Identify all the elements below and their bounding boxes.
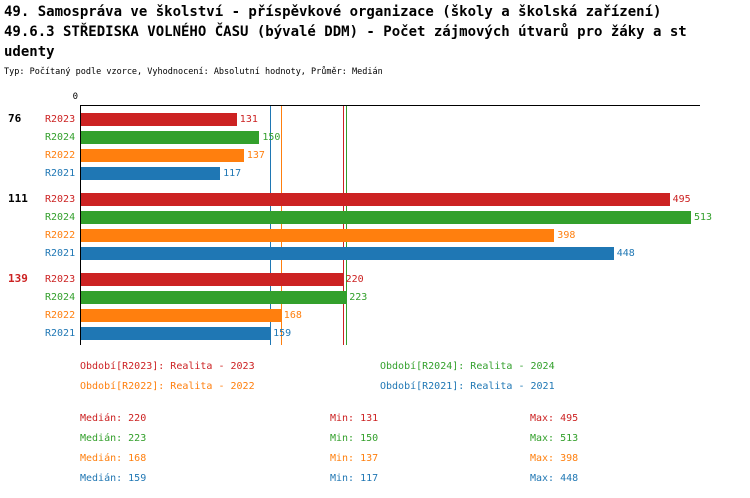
series-label: R2021 — [45, 167, 76, 179]
legend-item-r2023: Období[R2023]: Realita - 2023 — [80, 361, 255, 372]
stats-table: Medián: 220 Min: 131 Max: 495 Medián: 223 Mi… — [80, 413, 720, 485]
bar-value: 398 — [557, 229, 576, 241]
legend-item-r2024: Období[R2024]: Realita - 2024 — [380, 361, 555, 372]
series-label: R2022 — [45, 309, 76, 321]
bar-value: 137 — [246, 149, 265, 161]
stat-max-r2023: Max: 495 — [530, 413, 579, 424]
bar-value: 150 — [262, 131, 281, 143]
series-label: R2023 — [45, 193, 76, 205]
bar-row: R2021 117 — [45, 164, 700, 182]
stat-max-r2024: Max: 513 — [530, 433, 579, 444]
bar-row: R2024 223 — [45, 288, 700, 306]
bar-group: 111 R2023 495 R2024 513 R2022 398 R2021 448 — [8, 190, 712, 262]
median-line-r2023 — [342, 106, 344, 345]
bar-row: R2021 448 — [45, 244, 700, 262]
bar-r2024 — [81, 130, 260, 144]
bar-value: 117 — [223, 167, 242, 179]
chart-title-line3: udenty — [4, 44, 55, 60]
stat-max-r2021: Max: 448 — [530, 473, 579, 484]
bar-value: 513 — [694, 211, 713, 223]
bar-row: R2021 159 — [45, 324, 700, 342]
chart-subtitle: Typ: Počítaný podle vzorce, Vyhodnocení:… — [4, 67, 383, 77]
stat-min-r2022: Min: 137 — [330, 453, 379, 464]
stat-median-r2023: Medián: 220 — [80, 413, 147, 424]
chart-title-line2: 49.6.3 STŘEDISKA VOLNÉHO ČASU (bývalé DD… — [4, 24, 687, 40]
chart-title-line1: 49. Samospráva ve školství - příspěvkové… — [4, 4, 662, 20]
series-label: R2021 — [45, 327, 76, 339]
stat-min-r2021: Min: 117 — [330, 473, 379, 484]
series-label: R2024 — [45, 291, 76, 303]
bar-r2023 — [81, 112, 237, 126]
series-label: R2022 — [45, 149, 76, 161]
series-label: R2023 — [45, 113, 76, 125]
bar-r2023 — [81, 272, 343, 286]
bar-r2023 — [81, 192, 670, 206]
bar-row: R2022 398 — [45, 226, 700, 244]
bar-row: R2024 513 — [45, 208, 712, 226]
bar-r2024 — [81, 210, 691, 224]
median-line-r2024 — [346, 106, 348, 345]
legend-item-r2021: Období[R2021]: Realita - 2021 — [380, 381, 555, 392]
bar-value: 168 — [283, 309, 302, 321]
series-label: R2024 — [45, 211, 76, 223]
stat-max-r2022: Max: 398 — [530, 453, 579, 464]
bar-value: 223 — [349, 291, 368, 303]
group-label: 139 — [8, 272, 28, 285]
bar-row: R2023 495 — [45, 190, 700, 208]
stat-min-r2024: Min: 150 — [330, 433, 379, 444]
group-label: 76 — [8, 112, 22, 125]
bar-value: 495 — [672, 193, 691, 205]
bar-r2021 — [81, 166, 221, 180]
legend: Období[R2023]: Realita - 2023 Období[R202… — [80, 361, 720, 393]
group-label: 111 — [8, 192, 28, 205]
bar-value: 159 — [273, 327, 292, 339]
stat-median-r2022: Medián: 168 — [80, 453, 147, 464]
bar-group: 139 R2023 220 R2024 223 R2022 168 R2021 159 — [8, 270, 700, 342]
bar-r2022 — [81, 228, 555, 242]
bar-row: R2023 220 — [45, 270, 700, 288]
stat-min-r2023: Min: 131 — [330, 413, 379, 424]
bar-row: R2024 150 — [45, 128, 700, 146]
bar-value: 131 — [239, 113, 258, 125]
legend-item-r2022: Období[R2022]: Realita - 2022 — [80, 381, 255, 392]
stat-median-r2024: Medián: 223 — [80, 433, 147, 444]
stat-median-r2021: Medián: 159 — [80, 473, 147, 484]
bar-r2021 — [81, 246, 614, 260]
bar-value: 448 — [616, 247, 635, 259]
axis-zero-label: 0 — [72, 92, 78, 102]
bar-r2024 — [81, 290, 347, 304]
series-label: R2022 — [45, 229, 76, 241]
series-label: R2023 — [45, 273, 76, 285]
series-label: R2021 — [45, 247, 76, 259]
median-line-r2022 — [280, 106, 282, 345]
bar-r2022 — [81, 148, 244, 162]
median-line-r2021 — [270, 106, 272, 345]
bar-r2022 — [81, 308, 281, 322]
bar-r2021 — [81, 326, 271, 340]
bar-row: R2023 131 — [45, 110, 700, 128]
plot-area: 76 R2023 131 R2024 150 R2022 137 R2021 117 111 R20… — [8, 105, 712, 345]
bar-group: 76 R2023 131 R2024 150 R2022 137 R2021 117 — [8, 110, 700, 182]
series-label: R2024 — [45, 131, 76, 143]
bar-row: R2022 137 — [45, 146, 700, 164]
bar-value: 220 — [345, 273, 364, 285]
bar-row: R2022 168 — [45, 306, 700, 324]
